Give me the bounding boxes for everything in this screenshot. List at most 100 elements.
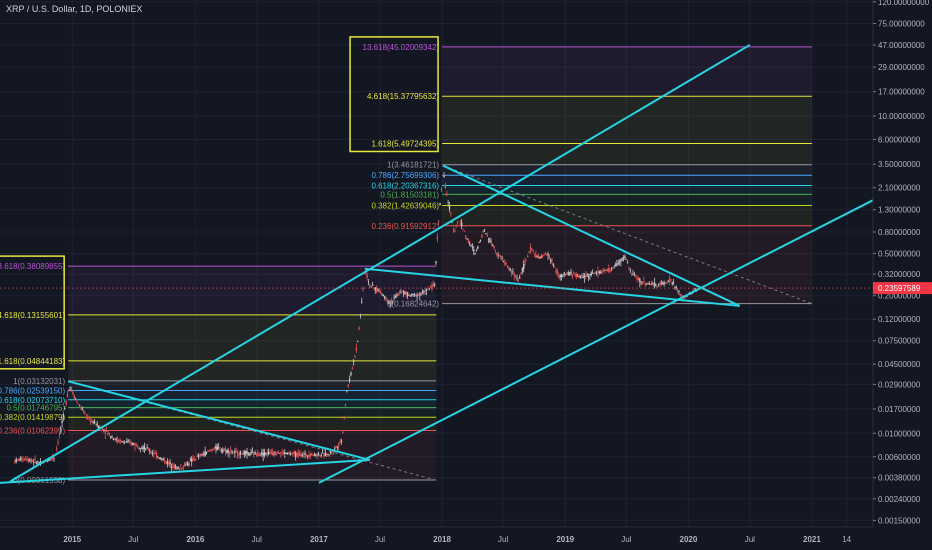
candle-body [544, 252, 547, 255]
candle-body [204, 451, 206, 456]
candle-body [282, 452, 285, 454]
price-tick-label: 0.50000000 [878, 250, 921, 259]
candle-body [107, 432, 109, 435]
candle-body [494, 249, 497, 251]
candle-body [80, 408, 82, 410]
fib-band [442, 164, 812, 176]
candle-body [644, 283, 646, 285]
candle-body [193, 458, 196, 460]
candle-body [528, 251, 530, 253]
candle-body [185, 463, 187, 466]
candle-body [463, 230, 466, 232]
candle-body [134, 443, 136, 446]
candle-body [108, 432, 111, 435]
candle-body [651, 283, 653, 286]
price-scale-background [873, 0, 932, 550]
candle-body [666, 282, 668, 284]
candle-body [147, 449, 150, 451]
candle-body [410, 293, 413, 295]
candle-body [436, 236, 439, 239]
candle-body [239, 451, 241, 455]
candle-body [505, 263, 507, 265]
candle-body [633, 274, 636, 276]
candle-body [227, 449, 229, 453]
candle-body [352, 361, 355, 363]
candle-body [146, 447, 148, 449]
price-tick-label: 0.00150000 [878, 516, 921, 525]
candle-body [539, 257, 541, 259]
candle-body [635, 276, 637, 278]
candle-body [415, 294, 417, 297]
candle-body [20, 457, 23, 461]
candle-body [525, 259, 528, 261]
candle-body [213, 446, 216, 449]
candle-body [68, 389, 70, 390]
candle-body [251, 451, 254, 453]
candle-body [236, 451, 239, 455]
candle-body [548, 255, 551, 259]
time-tick-label: Jul [621, 535, 631, 544]
candle-body [648, 283, 650, 285]
candle-body [69, 387, 71, 389]
candle-body [190, 458, 193, 462]
candle-body [350, 372, 352, 376]
candle-body [489, 239, 491, 242]
fib-level-label: 0.618(0.02073710) [0, 396, 65, 405]
fib-level-label: 1(3.46181721) [387, 161, 439, 170]
price-tick-label: 0.00600000 [878, 453, 921, 462]
candle-body [478, 242, 480, 243]
grid-lines [0, 0, 873, 527]
candle-body [78, 404, 81, 406]
fib-band [68, 407, 437, 418]
candle-body [532, 249, 534, 251]
price-tick-label: 0.00380000 [878, 474, 921, 483]
candle-body [529, 247, 532, 251]
candle-body [114, 439, 116, 440]
fib-retracement-1: 13.618(0.38089855) 4.618(0.13155601) 1.618… [0, 255, 437, 485]
candle-body [543, 254, 545, 256]
candle-body [593, 273, 595, 274]
candle-body [563, 272, 565, 275]
candle-body [338, 442, 340, 447]
candle-body [88, 417, 90, 419]
candle-body [599, 272, 602, 274]
candle-body [300, 453, 302, 457]
candle-body [575, 273, 578, 278]
price-tick-label: 0.20000000 [878, 292, 921, 301]
candle-body [641, 282, 644, 284]
candle-body [658, 283, 660, 285]
candle-body [180, 467, 182, 469]
price-tick-label: 0.80000000 [878, 228, 921, 237]
candle-body [552, 264, 555, 266]
fib-level-label: 0.382(0.01419879) [0, 413, 65, 422]
candle-body [470, 245, 472, 246]
candle-body [413, 294, 416, 295]
candle-body [493, 246, 495, 249]
candle-body [27, 458, 30, 461]
candle-body [19, 458, 21, 461]
candle-body [335, 446, 337, 448]
candle-body [506, 265, 509, 268]
candle-body [258, 455, 260, 457]
candle-body [301, 455, 304, 456]
candle-body [145, 448, 147, 450]
candle-body [404, 292, 406, 295]
candle-body [643, 280, 645, 282]
candle-body [53, 457, 55, 459]
candle-body [304, 452, 306, 455]
candle-body [120, 440, 123, 442]
candle-body [51, 456, 54, 459]
candle-body [536, 256, 538, 258]
candle-body [358, 327, 360, 330]
candle-body [466, 238, 468, 240]
candle-body [232, 451, 235, 453]
candle-body [437, 221, 440, 223]
candle-body [585, 275, 587, 277]
fib-level-label: 0.236(0.01062399) [0, 427, 65, 436]
time-tick-label: 2021 [803, 535, 821, 544]
candle-body [271, 452, 274, 455]
candle-body [487, 238, 490, 239]
candle-body [169, 462, 171, 465]
candle-body [589, 274, 591, 276]
